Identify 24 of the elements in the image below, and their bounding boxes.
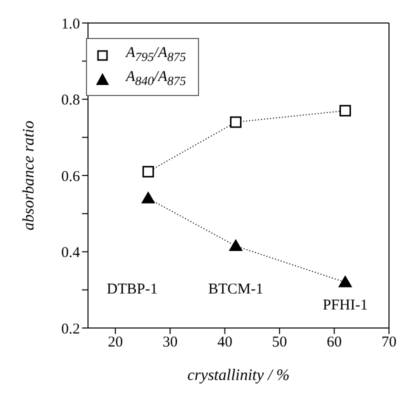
x-tick-label: 60 bbox=[326, 334, 342, 351]
point bbox=[339, 104, 351, 116]
point bbox=[338, 275, 352, 288]
x-tick-label: 70 bbox=[382, 334, 396, 351]
legend-label: A$_{840}$/A$_{875}$ bbox=[126, 68, 186, 90]
x-axis-title: crystallinity / % bbox=[187, 367, 290, 384]
annotation: PFHI-1 bbox=[322, 297, 368, 314]
point bbox=[230, 116, 242, 128]
y-tick-label: 0.4 bbox=[61, 245, 80, 262]
point bbox=[228, 239, 243, 252]
x-tick-label: 20 bbox=[108, 334, 123, 351]
x-tick-label: 30 bbox=[162, 334, 178, 351]
point bbox=[141, 191, 156, 204]
y-tick-label: 0.8 bbox=[61, 92, 80, 109]
y-tick-label: 1.0 bbox=[61, 16, 80, 32]
point bbox=[142, 166, 154, 178]
y-tick-label: 0.2 bbox=[61, 321, 80, 338]
annotation: DTBP-1 bbox=[106, 281, 158, 298]
y-tick-label: 0.6 bbox=[61, 168, 80, 185]
y-axis-title: absorbance ratio bbox=[20, 120, 38, 230]
legend-label: A$_{795}$/A$_{875}$ bbox=[126, 44, 186, 66]
x-tick-label: 50 bbox=[272, 334, 288, 351]
annotation: BTCM-1 bbox=[208, 281, 264, 298]
x-tick-label: 40 bbox=[217, 334, 232, 351]
